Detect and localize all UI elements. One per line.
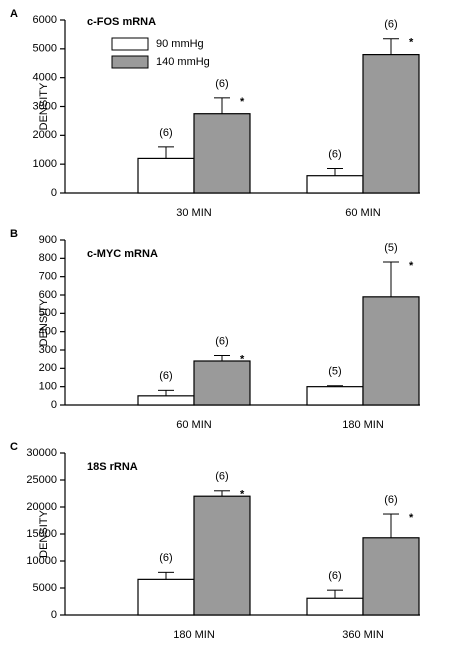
bar (137, 395, 195, 406)
bar (306, 175, 364, 194)
y-tick-label: 20000 (26, 501, 57, 513)
n-label: (6) (384, 19, 397, 31)
y-tick-label: 700 (39, 271, 57, 283)
n-label: (6) (159, 552, 172, 564)
legend-swatch (111, 55, 149, 69)
significance-mark: * (240, 96, 245, 108)
panel-label: B (10, 228, 18, 240)
bar (306, 386, 364, 406)
n-label: (6) (384, 494, 397, 506)
significance-mark: * (409, 512, 414, 524)
bar (137, 578, 195, 616)
x-tick-label: 180 MIN (342, 419, 384, 431)
y-tick-label: 1000 (33, 158, 57, 170)
y-tick-label: 400 (39, 326, 57, 338)
y-tick-label: 15000 (26, 528, 57, 540)
y-tick-label: 0 (51, 609, 57, 621)
bar (362, 53, 420, 194)
y-tick-label: 800 (39, 252, 57, 264)
y-tick-label: 10000 (26, 555, 57, 567)
panel-label: A (10, 8, 18, 20)
significance-mark: * (409, 37, 414, 49)
legend-label: 140 mmHg (156, 56, 210, 68)
legend-swatch (111, 37, 149, 51)
bar (362, 537, 420, 616)
y-tick-label: 900 (39, 234, 57, 246)
y-tick-label: 5000 (33, 43, 57, 55)
n-label: (6) (159, 127, 172, 139)
n-label: (5) (384, 242, 397, 254)
bar (193, 495, 251, 616)
bar (193, 113, 251, 194)
y-tick-label: 100 (39, 381, 57, 393)
x-tick-label: 60 MIN (176, 419, 212, 431)
y-tick-label: 0 (51, 187, 57, 199)
y-tick-label: 0 (51, 399, 57, 411)
x-tick-label: 30 MIN (176, 207, 212, 219)
legend-label: 90 mmHg (156, 38, 204, 50)
significance-mark: * (240, 489, 245, 501)
x-tick-label: 360 MIN (342, 629, 384, 641)
y-tick-label: 6000 (33, 14, 57, 26)
y-tick-label: 2000 (33, 129, 57, 141)
y-tick-label: 4000 (33, 72, 57, 84)
y-tick-label: 500 (39, 307, 57, 319)
chart-title: c-FOS mRNA (87, 16, 156, 28)
bar (306, 597, 364, 616)
bar (193, 360, 251, 406)
y-tick-label: 30000 (26, 447, 57, 459)
bar (362, 296, 420, 406)
n-label: (6) (215, 78, 228, 90)
y-tick-label: 300 (39, 344, 57, 356)
x-tick-label: 180 MIN (173, 629, 215, 641)
n-label: (5) (328, 366, 341, 378)
y-tick-label: 200 (39, 362, 57, 374)
y-tick-label: 25000 (26, 474, 57, 486)
n-label: (6) (215, 335, 228, 347)
significance-mark: * (240, 353, 245, 365)
chart-title: c-MYC mRNA (87, 248, 158, 260)
y-axis-label: DENSITY (38, 82, 50, 130)
significance-mark: * (409, 260, 414, 272)
y-axis-label: DENSITY (38, 298, 50, 346)
y-axis-label: DENSITY (38, 510, 50, 558)
chart-title: 18S rRNA (87, 461, 138, 473)
panel-label: C (10, 441, 18, 453)
x-tick-label: 60 MIN (345, 207, 381, 219)
y-tick-label: 5000 (33, 582, 57, 594)
n-label: (6) (159, 370, 172, 382)
y-tick-label: 3000 (33, 100, 57, 112)
n-label: (6) (215, 471, 228, 483)
n-label: (6) (328, 570, 341, 582)
y-tick-label: 600 (39, 289, 57, 301)
bar (137, 157, 195, 194)
n-label: (6) (328, 148, 341, 160)
